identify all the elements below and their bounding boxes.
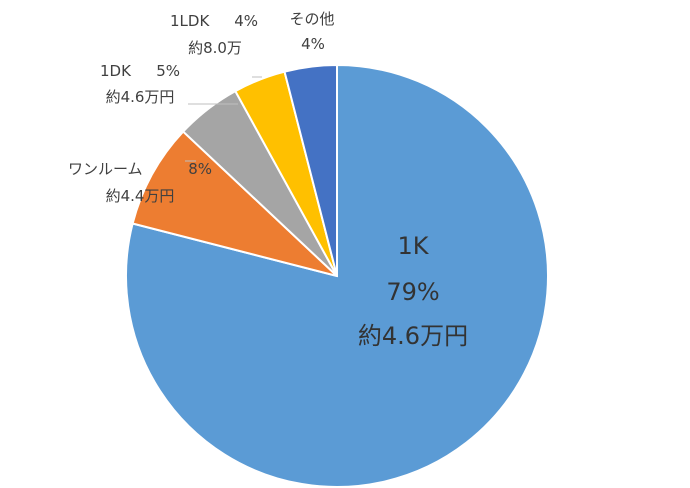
slice-label-1dk-name: 1DK	[100, 62, 132, 80]
leader-lines	[185, 76, 262, 162]
slice-oneroom	[131, 130, 338, 277]
slice-label-oneroom-rent: 約4.4万円	[106, 187, 175, 205]
slice-label-oneroom-percent: 8%	[188, 160, 212, 178]
slice-label-1k-percent: 79%	[386, 278, 439, 306]
pie-slices	[125, 63, 549, 488]
slice-other	[283, 63, 338, 277]
slice-label-1dk-percent: 5%	[156, 62, 180, 80]
slice-label-1k-rent: 約4.6万円	[358, 322, 468, 350]
slice-label-1dk-rent: 約4.6万円	[106, 88, 175, 106]
slice-label-other-name: その他	[289, 10, 334, 28]
slice-label-other-percent: 4%	[301, 35, 325, 53]
slice-label-1ldk-name: 1LDK	[170, 12, 210, 30]
slice-label-1ldk-percent: 4%	[234, 12, 258, 30]
slice-label-oneroom-name: ワンルーム	[68, 160, 143, 178]
slice-label-1k-name: 1K	[397, 232, 429, 260]
slice-label-1ldk-rent: 約8.0万	[188, 39, 242, 57]
